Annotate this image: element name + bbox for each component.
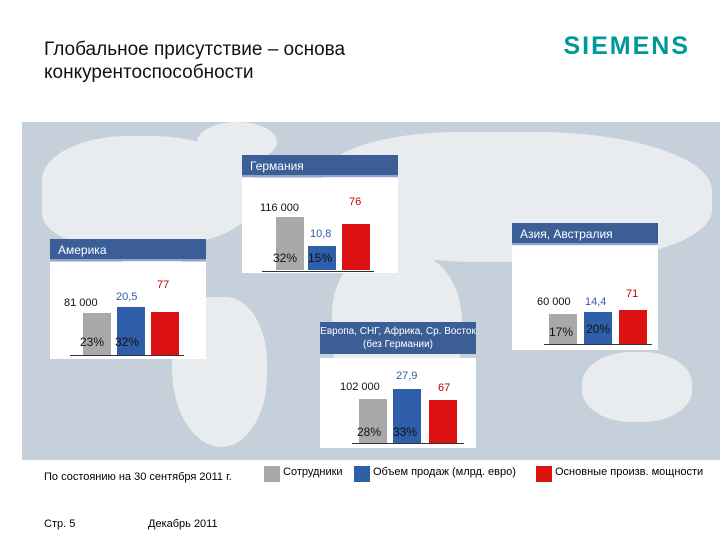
legend-label-sales: Объем продаж (млрд. евро) [373,466,516,478]
sales-bar-asia [584,312,612,344]
sales-bar-america [117,307,145,355]
employees-value-europe: 102 000 [340,381,380,393]
sales-value-america: 20,5 [116,291,138,303]
employees-value-germany: 116 000 [260,202,299,214]
production-bar-asia [619,310,647,344]
page-number: Стр. 5 [44,518,76,530]
pct-sales-america: 32% [115,335,140,349]
region-label-germany: Германия [242,155,398,177]
pct-sales-europe: 33% [393,425,418,439]
baseline-europe [352,443,464,444]
legend-swatch-employees [264,466,280,482]
baseline-germany [262,271,374,272]
region-label-europe: Европа, СНГ, Африка, Ср. Восток (без Гер… [320,322,476,354]
pct-employees-america: 23% [80,335,105,349]
employees-bar-america [83,313,111,355]
legend-swatch-production [536,466,552,482]
employees-value-america: 81 000 [64,297,98,309]
pct-sales-asia: 20% [586,322,611,336]
sales-value-asia: 14,4 [585,296,607,308]
sales-bar-europe [393,389,421,443]
pct-sales-germany: 15% [308,251,333,265]
production-value-asia: 71 [626,288,639,300]
header-bar: Глобальное присутствие – основа конкурен… [22,20,720,98]
region-label-asia: Азия, Австралия [512,223,658,245]
sales-value-germany: 10,8 [310,228,332,240]
sales-bar-germany [308,246,336,270]
as-of-note: По состоянию на 30 сентября 2011 г. [44,471,232,483]
legend-label-employees: Сотрудники [283,466,343,478]
production-value-germany: 76 [349,196,362,208]
footer-date: Декабрь 2011 [148,518,218,530]
baseline-america [70,355,184,356]
production-bar-europe [429,400,457,443]
employees-bar-asia [549,314,577,344]
legend-employees: Сотрудники [264,466,343,482]
production-value-europe: 67 [438,382,451,394]
australia-shape [582,352,692,422]
legend-sales: Объем продаж (млрд. евро) [354,466,516,482]
production-bar-germany [342,224,370,270]
legend-production: Основные произв. мощности [536,466,703,482]
pct-employees-asia: 17% [549,325,574,339]
employees-bar-europe [359,399,387,443]
baseline-asia [544,344,652,345]
region-label-america: Америка [50,239,206,261]
legend-swatch-sales [354,466,370,482]
pct-employees-germany: 32% [273,251,298,265]
employees-value-asia: 60 000 [537,296,571,308]
siemens-logo: SIEMENS [563,32,690,60]
production-bar-america [151,312,179,355]
production-value-america: 77 [157,279,170,291]
sales-value-europe: 27,9 [396,370,418,382]
employees-bar-germany [276,217,304,270]
legend-label-production: Основные произв. мощности [555,466,704,478]
page-title: Глобальное присутствие – основа конкурен… [44,39,346,83]
pct-employees-europe: 28% [357,425,382,439]
